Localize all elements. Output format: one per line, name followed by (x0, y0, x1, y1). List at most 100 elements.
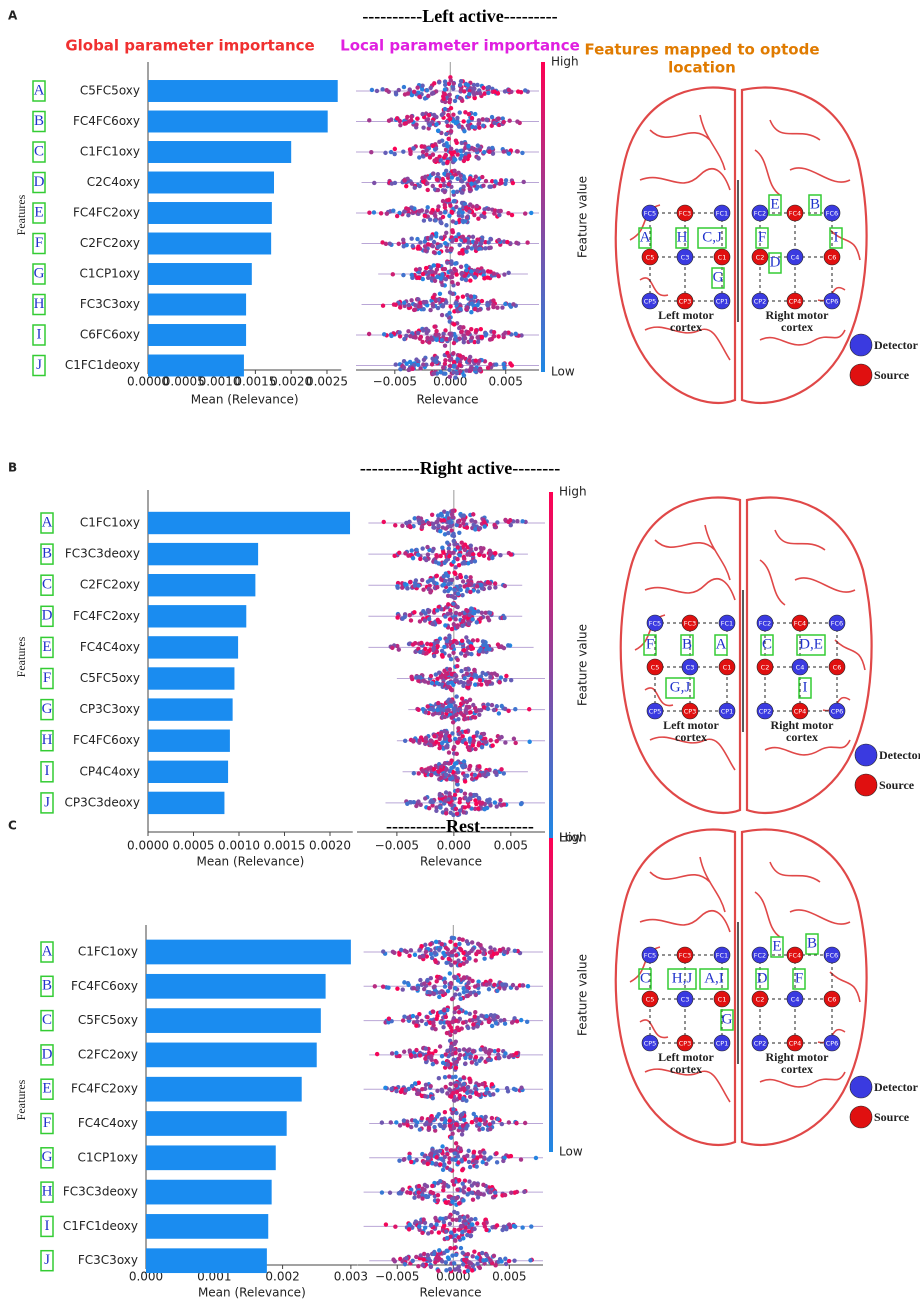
swarm-dot (420, 328, 426, 333)
swarm-dot (496, 334, 501, 339)
swarm-dot (465, 123, 471, 128)
swarm-dots (379, 1107, 528, 1140)
swarm-dot (438, 1020, 443, 1025)
swarm-dot (464, 984, 470, 989)
swarm-dot (423, 1056, 428, 1061)
swarm-dot (456, 1009, 462, 1015)
swarm-dot (458, 1223, 464, 1229)
swarm-dot (401, 149, 406, 154)
swarm-dot (474, 1164, 479, 1169)
swarm-dot (464, 959, 469, 964)
swarm-dot (444, 1248, 449, 1254)
swarm-dot (438, 529, 443, 534)
swarm-dot (452, 157, 458, 162)
swarm-dot (474, 1061, 479, 1066)
swarm-dot (451, 650, 456, 655)
swarm-dot (458, 1077, 463, 1082)
letter-box (40, 667, 54, 690)
colorbar-high: High (559, 485, 587, 499)
swarm-dot (462, 89, 467, 94)
swarm-dot (438, 1010, 443, 1015)
swarm-dot (434, 267, 440, 272)
swarm-dot (418, 304, 423, 309)
swarm-dot (476, 155, 481, 161)
swarm-dot (459, 696, 465, 701)
swarm-dot (467, 88, 472, 94)
swarm-dot (447, 1214, 452, 1220)
letter-box (768, 194, 782, 216)
swarm-dot (442, 202, 447, 208)
swarm-dot (447, 97, 453, 102)
swarm-dot (493, 550, 498, 556)
swarm-dot (449, 698, 454, 704)
swarm-dot (430, 152, 436, 157)
swarm-dot (474, 240, 479, 245)
swarm-dot (442, 91, 447, 97)
optode-label: FC4 (789, 210, 801, 218)
swarm-dot (442, 1124, 447, 1129)
swarm-dot (459, 540, 464, 545)
swarm-dot (424, 148, 429, 153)
swarm-dot (447, 635, 452, 640)
swarm-dot (367, 118, 372, 123)
swarm-dot (480, 174, 485, 180)
swarm-dot (474, 792, 479, 798)
swarm-dot (471, 1154, 476, 1159)
swarm-dot (471, 734, 476, 740)
swarm-dot (515, 89, 521, 94)
swarm-dot (449, 175, 455, 180)
swarm-dot (493, 1190, 498, 1195)
swarm-dot (423, 1021, 429, 1027)
swarm-dot (437, 250, 442, 256)
swarm-dot (468, 575, 473, 580)
swarm-dot (470, 234, 476, 240)
swarm-dot (393, 302, 398, 307)
optode-label: CP6 (826, 298, 839, 306)
letter-label: B (34, 113, 44, 129)
letter-label: B (810, 196, 820, 212)
swarm-dot (472, 95, 477, 101)
swarm-dot (455, 740, 461, 745)
optode-label: FC2 (754, 210, 766, 218)
swarm-dot (515, 119, 520, 124)
swarm-dot (533, 1155, 539, 1161)
swarm-dot (402, 92, 408, 97)
swarm-dot (441, 96, 446, 102)
bar (146, 1076, 302, 1102)
swarm-dot (439, 513, 445, 518)
swarm-dot (443, 945, 449, 951)
swarm-dot (460, 1250, 465, 1256)
swarm-dot (457, 611, 463, 617)
gyrus (699, 856, 726, 913)
swarm-dot (502, 1017, 507, 1023)
swarm-dot (412, 1118, 418, 1123)
swarm-dot (397, 1053, 402, 1059)
swarm-dot (445, 684, 451, 689)
swarm-dot (425, 117, 431, 122)
swarm-dot (467, 697, 473, 703)
swarm-dot (437, 291, 443, 296)
swarm-dot (429, 512, 435, 517)
letter-box (796, 634, 826, 656)
optode (646, 702, 664, 720)
swarm-dot (446, 956, 452, 962)
swarm-dot (464, 215, 470, 220)
swarm-dot (475, 184, 480, 190)
letter-label: J (44, 794, 50, 810)
swarm-dot (503, 1256, 508, 1261)
swarm-dot (407, 1222, 412, 1227)
swarm-dot (490, 145, 495, 151)
swarm-dot (461, 184, 466, 190)
swarm-dot (488, 552, 493, 557)
swarm-dot (416, 1080, 422, 1086)
optode-label: FC6 (831, 620, 843, 628)
swarm-dot (514, 240, 519, 246)
cortex-label: Right motor (766, 308, 830, 322)
letter-label: B (807, 935, 817, 951)
swarm-dot (434, 1155, 439, 1160)
swarm-dot (460, 210, 465, 215)
swarm-dot (472, 667, 477, 673)
swarm-dot (475, 1024, 480, 1029)
swarm-dot (402, 980, 407, 985)
swarm-dot (420, 111, 425, 117)
